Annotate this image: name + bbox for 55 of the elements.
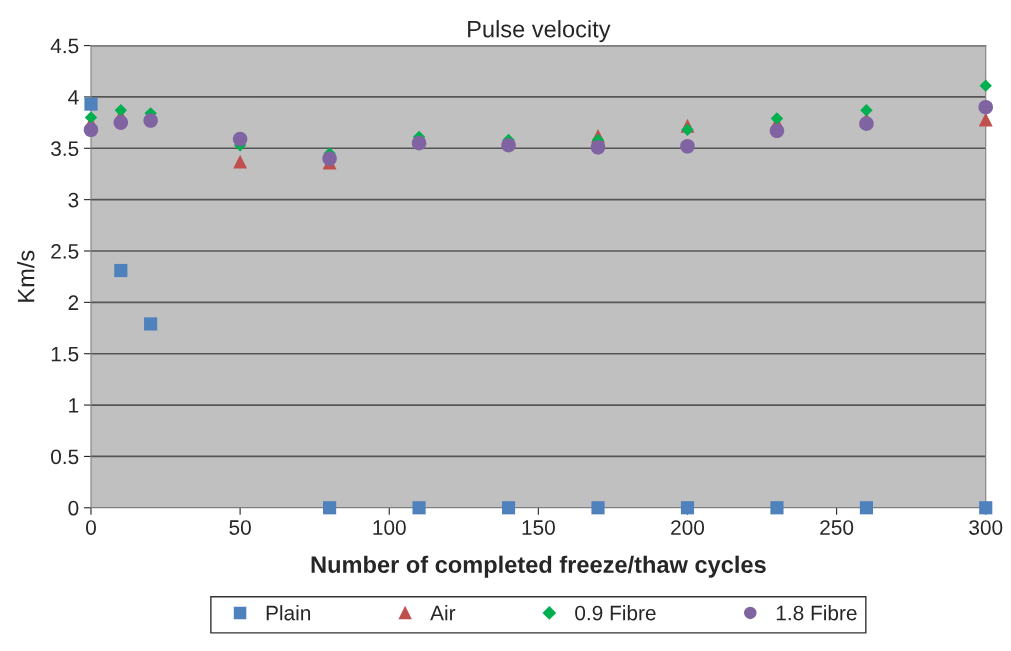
point [978,112,993,127]
point [770,112,784,125]
y-tick-label: 4 [68,90,79,105]
point [591,501,605,515]
legend-label: Plain [266,605,311,621]
point [681,123,694,137]
point [411,135,427,151]
point [233,154,248,169]
point [113,115,129,130]
point [680,501,695,515]
point [143,113,158,128]
chart-title: Pulse velocity [468,20,611,43]
point [84,97,98,111]
y-tick-label: 3.5 [51,141,79,157]
point [84,111,98,124]
x-tick-label: 100 [373,520,406,535]
point [979,501,993,515]
point [114,104,128,117]
y-tick-label: 2 [68,295,79,310]
x-tick-label: 150 [522,520,555,535]
point [859,501,874,515]
point [859,116,874,131]
legend-label: 0.9 Fibre [575,605,656,621]
y-tick-label: 3 [68,192,79,208]
legend-label: Air [430,605,456,621]
x-tick-label: 50 [229,520,251,535]
x-tick-label: 200 [671,520,705,535]
y-tick-label: 0 [68,500,79,516]
point [978,99,994,115]
x-tick-label: 0 [86,520,96,535]
point [322,151,337,166]
point [590,139,606,155]
y-tick-label: 0.5 [51,449,79,465]
point [412,501,426,515]
y-tick-label: 1.5 [51,346,79,362]
point [323,501,337,515]
point [501,137,516,153]
point [501,501,516,515]
y-axis-title: Km/s [17,250,35,302]
point [680,138,695,154]
point [979,79,992,92]
x-tick-label: 250 [820,520,854,535]
point [83,122,99,138]
point [232,131,248,147]
y-tick-label: 2.5 [51,244,79,259]
point [144,317,158,331]
x-axis-title: Number of completed freeze/thaw cycles [311,555,766,578]
point [860,104,873,117]
point [769,123,785,139]
y-tick-label: 1 [69,398,79,413]
x-tick-label: 300 [969,520,1003,535]
point [114,263,128,278]
legend-label: 1.8 Fibre [776,605,857,621]
point [770,501,784,515]
y-tick-label: 4.5 [50,38,79,54]
